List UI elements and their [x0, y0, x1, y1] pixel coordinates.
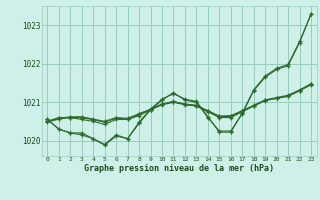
X-axis label: Graphe pression niveau de la mer (hPa): Graphe pression niveau de la mer (hPa) [84, 164, 274, 173]
